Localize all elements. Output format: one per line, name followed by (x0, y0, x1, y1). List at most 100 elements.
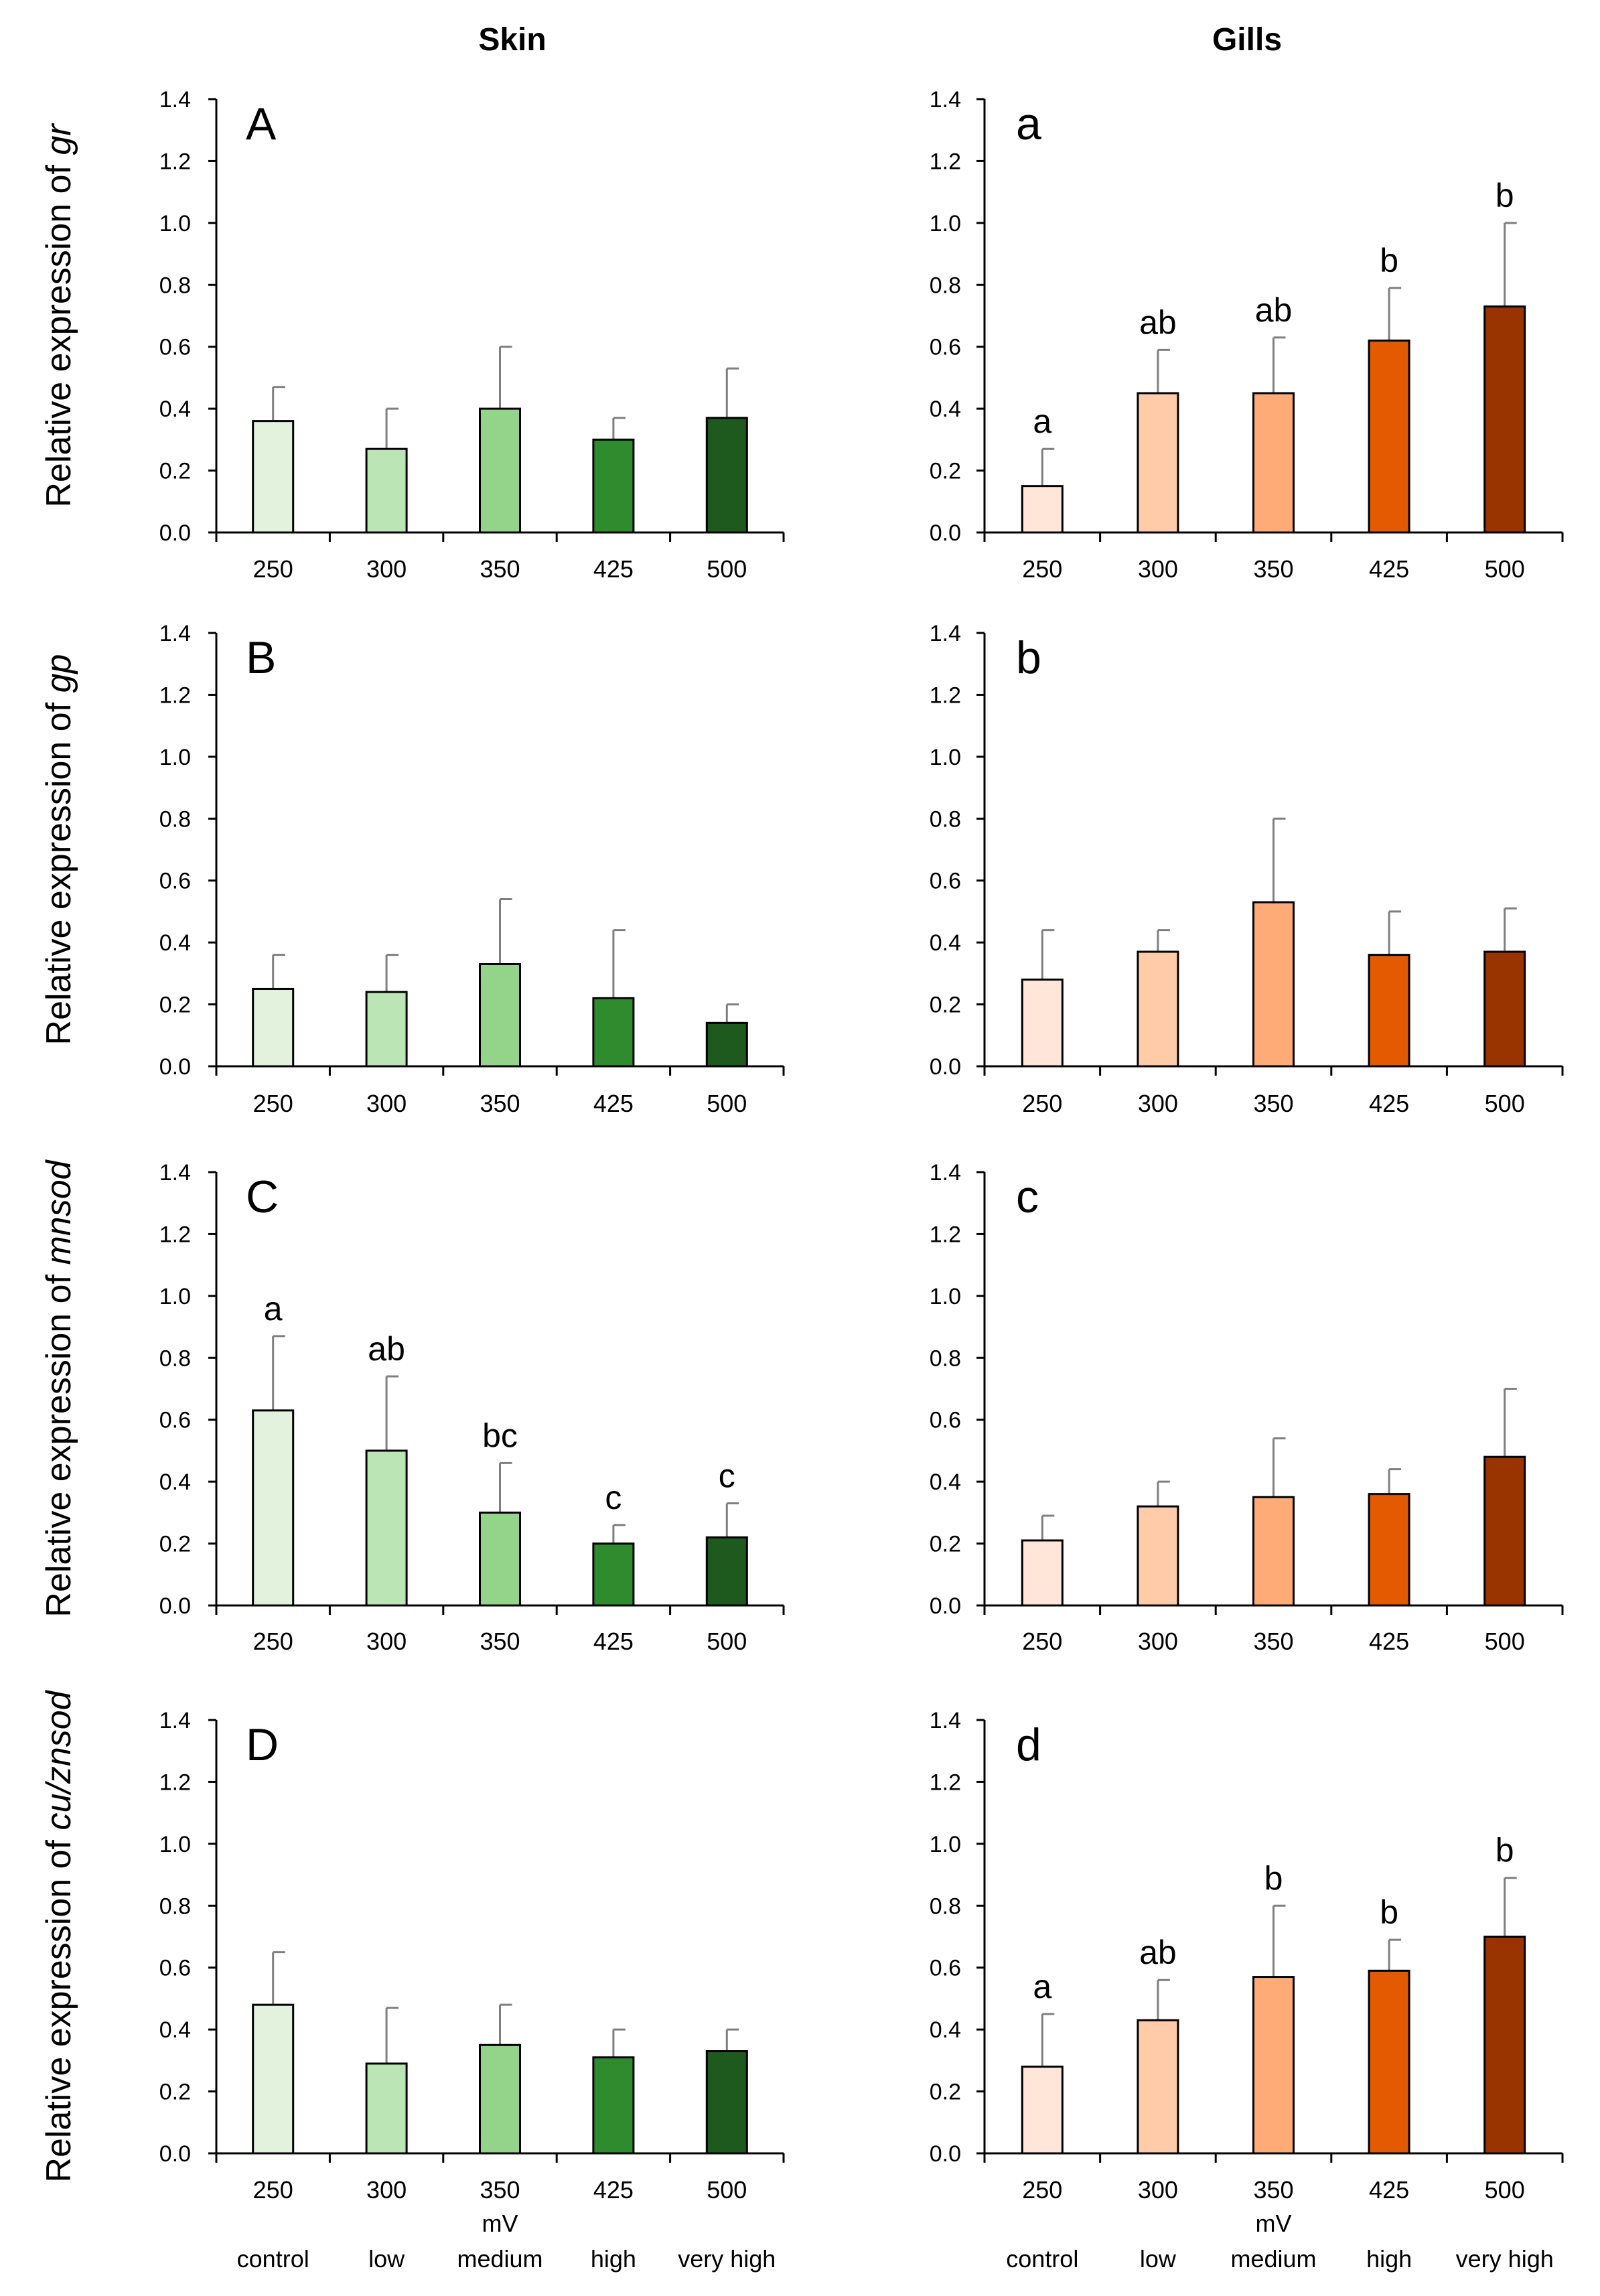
y-tick-label: 0.2 (930, 1532, 961, 1557)
group-label: low (368, 2245, 405, 2273)
column-title-gills: Gills (1212, 22, 1282, 58)
y-axis-label-gene: gp (40, 654, 78, 693)
bar-425 (592, 2056, 635, 2155)
y-axis-label: Relative expression of cu/znsod (40, 1689, 78, 2182)
x-tick-label: 500 (1485, 555, 1525, 583)
y-tick-label: 0.4 (159, 2017, 191, 2043)
x-tick-label: 250 (1022, 555, 1062, 583)
y-tick-label: 0.6 (930, 335, 961, 360)
bar-425 (1368, 1493, 1410, 1607)
x-group-labels-layer: mV control low medium high very high mV control… (237, 2210, 1554, 2273)
bar-300 (1137, 392, 1179, 534)
panel-label: A (246, 98, 277, 149)
group-label: control (237, 2245, 309, 2273)
y-tick-label: 1.0 (930, 1284, 961, 1309)
column-title-skin: Skin (478, 22, 546, 58)
y-axis-label-gene: mnsod (40, 1159, 78, 1265)
group-label: high (1366, 2245, 1412, 2273)
panel-d: 0.0 0.2 0.4 0.6 0.8 1.0 1.2 1.4 250 a 300 ab 350 b 425… (930, 1708, 1564, 2204)
y-tick-label: 0.8 (930, 1346, 961, 1371)
bar-425 (1368, 1969, 1410, 2155)
bar-350 (1252, 392, 1295, 534)
x-tick-label: 300 (1138, 555, 1178, 583)
y-tick-label: 0.0 (930, 1593, 961, 1619)
group-label: medium (457, 2245, 542, 2273)
y-tick-label: 0.8 (159, 273, 191, 298)
y-tick-label: 1.2 (159, 1770, 191, 1795)
y-tick-label: 0.4 (159, 930, 191, 956)
bar-300 (1137, 2019, 1179, 2155)
y-tick-label: 1.0 (159, 745, 191, 770)
y-tick-label: 0.4 (930, 930, 961, 956)
y-tick-label: 0.6 (930, 1408, 961, 1433)
bar-300 (1137, 950, 1179, 1068)
y-tick-label: 0.8 (159, 1346, 191, 1371)
group-label: medium (1230, 2245, 1316, 2273)
significance-letter: a (1033, 1968, 1051, 2005)
y-tick-label: 0.8 (930, 1893, 961, 1919)
panel-label: a (1016, 98, 1041, 149)
y-tick-label: 1.0 (930, 1832, 961, 1857)
x-tick-label: 500 (707, 1628, 747, 1655)
y-tick-label: 0.8 (159, 1893, 191, 1919)
panel-A: 0.0 0.2 0.4 0.6 0.8 1.0 1.2 1.4 250 300 350 425 500 A (159, 87, 785, 583)
group-label: control (1006, 2245, 1078, 2273)
x-tick-label: 300 (1138, 1628, 1178, 1655)
y-tick-label: 0.0 (930, 520, 961, 546)
bar-250 (252, 420, 295, 534)
bar-500 (1483, 950, 1526, 1068)
y-tick-label: 0.4 (159, 1469, 191, 1495)
panel-label: D (246, 1719, 279, 1770)
bar-350 (1252, 1496, 1295, 1607)
panel-b: 0.0 0.2 0.4 0.6 0.8 1.0 1.2 1.4 250 300 350 425 500 b (930, 621, 1564, 1117)
bar-300 (365, 2062, 408, 2155)
bar-350 (479, 407, 521, 534)
y-tick-label: 0.2 (930, 2080, 961, 2105)
y-axis-label: Relative expression of gr (40, 123, 78, 508)
bar-500 (1483, 1455, 1526, 1607)
y-tick-label: 1.0 (930, 745, 961, 770)
x-tick-label: 425 (1369, 555, 1409, 583)
x-tick-label: 425 (1369, 1628, 1409, 1655)
panel-label: c (1016, 1171, 1039, 1222)
y-tick-label: 1.2 (159, 683, 191, 708)
bar-500 (705, 1021, 748, 1068)
panel-C: 0.0 0.2 0.4 0.6 0.8 1.0 1.2 1.4 250 a 300 ab 350 bc 42… (159, 1160, 785, 1655)
x-tick-label: 250 (1022, 1090, 1062, 1117)
x-tick-label: 350 (480, 555, 520, 583)
x-tick-label: 500 (1485, 1090, 1525, 1117)
bar-300 (365, 1449, 408, 1607)
bar-500 (705, 2050, 748, 2155)
y-axis-label-prefix: Relative expression of (40, 693, 78, 1045)
x-tick-label: 500 (707, 1090, 747, 1117)
bar-350 (479, 962, 521, 1068)
group-label: very high (1456, 2245, 1554, 2273)
panel-B: 0.0 0.2 0.4 0.6 0.8 1.0 1.2 1.4 250 300 350 425 500 B (159, 621, 785, 1117)
bar-350 (1252, 901, 1295, 1068)
y-tick-label: 0.2 (159, 459, 191, 484)
bar-300 (1137, 1505, 1179, 1607)
bar-350 (1252, 1976, 1295, 2155)
bar-500 (705, 1536, 748, 1607)
y-tick-label: 1.0 (159, 1832, 191, 1857)
bar-350 (479, 2043, 521, 2155)
y-tick-label: 0.4 (930, 397, 961, 422)
y-tick-label: 0.0 (159, 2141, 191, 2167)
y-tick-label: 1.4 (159, 621, 191, 646)
x-tick-label: 350 (1253, 2176, 1293, 2204)
y-tick-label: 0.0 (930, 2141, 961, 2167)
y-tick-label: 1.2 (159, 1222, 191, 1247)
group-label: low (1140, 2245, 1177, 2273)
y-tick-label: 0.2 (159, 2080, 191, 2105)
y-tick-label: 1.2 (930, 1770, 961, 1795)
y-axis-label-prefix: Relative expression of (40, 1831, 78, 2183)
bar-250 (252, 987, 295, 1068)
y-tick-label: 1.4 (159, 1708, 191, 1733)
y-axis-label-gene: gr (40, 123, 78, 155)
y-tick-label: 1.4 (159, 87, 191, 113)
x-tick-label: 300 (366, 1090, 407, 1117)
bar-500 (705, 417, 748, 534)
x-tick-label: 250 (253, 2176, 293, 2204)
y-tick-label: 1.4 (159, 1160, 191, 1186)
